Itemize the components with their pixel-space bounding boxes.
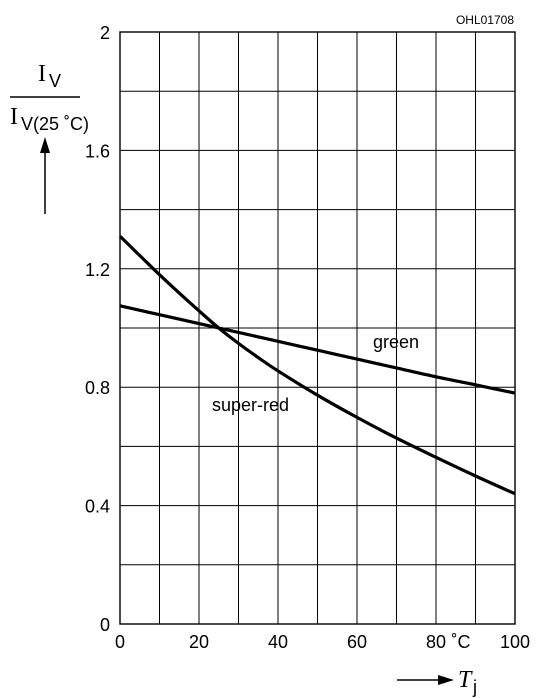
- x-axis-unit: ˚C: [452, 632, 471, 652]
- y-axis-label: I V I V(25 ˚C): [10, 61, 89, 214]
- x-label-symbol: T: [458, 667, 473, 693]
- y-tick-label: 0.8: [85, 378, 110, 398]
- tick-layer: 0 20 40 60 80 100 0 0.4 0.8 1.2 1.6 2: [85, 23, 530, 652]
- x-tick-label: 80: [426, 632, 446, 652]
- x-axis-arrow-head: [438, 675, 454, 685]
- series-layer: [118, 235, 516, 496]
- series-line-green: [119, 304, 516, 395]
- series-line-super-red: [118, 235, 516, 496]
- figure-code: OHL01708: [456, 13, 514, 27]
- series-label-green: green: [373, 332, 419, 352]
- x-axis-label: T j: [397, 667, 477, 697]
- series-label-super-red: super-red: [212, 395, 289, 415]
- y-tick-label: 2: [100, 23, 110, 43]
- y-label-denominator-sub: V(25 ˚C): [21, 114, 89, 134]
- plot-frame: [119, 31, 516, 625]
- x-tick-label: 100: [500, 632, 530, 652]
- y-label-numerator-sub: V: [49, 71, 61, 91]
- y-tick-label: 1.2: [85, 260, 110, 280]
- y-label-denominator: I: [10, 104, 18, 130]
- grid-layer: [120, 32, 515, 624]
- y-tick-label: 0: [100, 615, 110, 635]
- x-label-sub: j: [472, 677, 477, 697]
- y-tick-label: 1.6: [85, 141, 110, 161]
- x-tick-label: 20: [189, 632, 209, 652]
- x-tick-label: 0: [115, 632, 125, 652]
- y-tick-label: 0.4: [85, 497, 110, 517]
- y-label-numerator: I: [38, 61, 46, 87]
- x-tick-label: 40: [268, 632, 288, 652]
- x-tick-label: 60: [347, 632, 367, 652]
- y-axis-arrow-head: [40, 137, 50, 153]
